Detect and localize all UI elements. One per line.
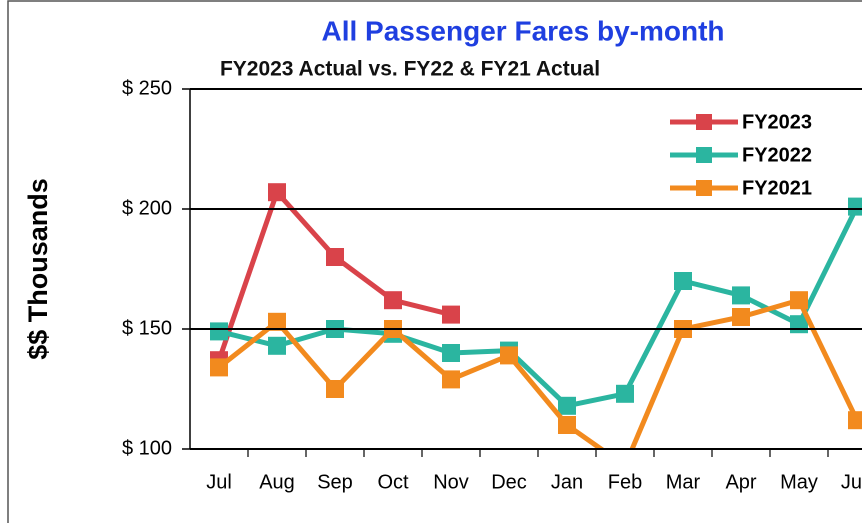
data-point bbox=[848, 197, 862, 216]
data-point bbox=[210, 358, 228, 377]
series-line bbox=[218, 205, 860, 409]
data-point bbox=[442, 370, 460, 389]
x-tick-label: Jan bbox=[551, 471, 583, 493]
series-line bbox=[217, 297, 860, 449]
plot-area bbox=[210, 183, 862, 449]
legend-label: FY2023 bbox=[742, 111, 812, 133]
data-point bbox=[790, 291, 808, 310]
x-tick-label: Sep bbox=[317, 471, 353, 493]
legend-label: FY2021 bbox=[742, 177, 812, 199]
data-point bbox=[268, 336, 286, 355]
data-point bbox=[732, 286, 750, 305]
x-tick-label: Jun bbox=[841, 471, 862, 493]
data-point bbox=[268, 312, 286, 331]
legend-marker bbox=[696, 180, 712, 196]
x-tick-label: Feb bbox=[608, 471, 642, 493]
data-point bbox=[326, 380, 344, 398]
data-point bbox=[442, 305, 460, 324]
x-tick-label: Nov bbox=[433, 471, 469, 493]
chart-subtitle: FY2023 Actual vs. FY22 & FY21 Actual bbox=[220, 58, 600, 81]
legend-marker bbox=[696, 114, 712, 130]
y-tick-label: $ 250 bbox=[122, 77, 172, 99]
x-tick-label: Mar bbox=[666, 471, 701, 493]
x-tick-label: Apr bbox=[725, 471, 756, 493]
data-point bbox=[616, 384, 634, 403]
data-point bbox=[210, 322, 228, 341]
y-tick-label: $ 200 bbox=[122, 197, 172, 219]
legend-marker bbox=[696, 147, 712, 163]
data-point bbox=[674, 272, 692, 290]
data-point bbox=[442, 344, 460, 362]
legend-label: FY2022 bbox=[742, 144, 812, 166]
data-point bbox=[848, 411, 862, 430]
y-tick-label: $ 150 bbox=[122, 317, 172, 339]
frame bbox=[7, 0, 862, 523]
data-point bbox=[558, 396, 576, 415]
chart-title: All Passenger Fares by-month bbox=[321, 15, 724, 46]
x-tick-label: Oct bbox=[377, 471, 409, 493]
x-tick-label: Aug bbox=[259, 471, 295, 493]
y-axis-label: $$ Thousands bbox=[23, 178, 53, 360]
data-point bbox=[732, 308, 750, 326]
x-tick-label: Jul bbox=[206, 471, 232, 493]
y-tick-label: $ 100 bbox=[122, 437, 172, 459]
data-point bbox=[326, 248, 344, 266]
data-point bbox=[268, 183, 286, 202]
x-tick-label: May bbox=[780, 471, 818, 493]
x-tick-label: Dec bbox=[491, 471, 527, 493]
data-point bbox=[384, 291, 402, 310]
data-point bbox=[500, 346, 518, 365]
data-point bbox=[558, 416, 576, 434]
